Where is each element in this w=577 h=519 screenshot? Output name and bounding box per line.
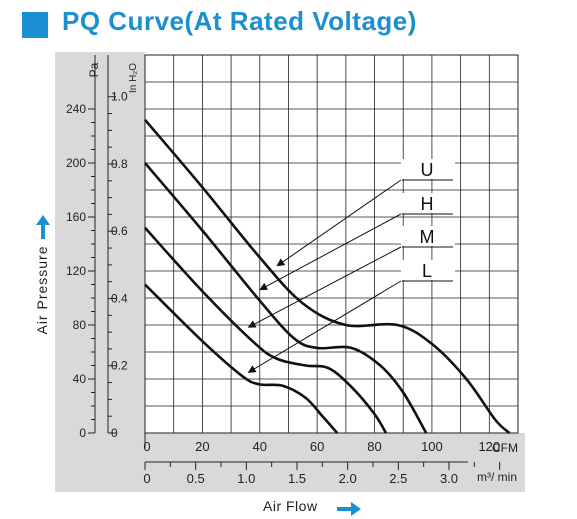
y-tick-label-inh2o: 0 <box>111 426 118 440</box>
chart-title: PQ Curve(At Rated Voltage) <box>62 6 417 36</box>
pq-curve-l <box>144 283 339 434</box>
pq-curve-h <box>144 162 428 434</box>
x-tick-label-m3min: 3.0 <box>440 471 458 486</box>
callout-box <box>401 226 455 246</box>
title-marker <box>22 12 48 38</box>
pq-curve-u <box>144 118 511 434</box>
callout-arrow-m <box>247 246 402 328</box>
y-tick-label-inh2o: 0.2 <box>111 359 128 373</box>
y-unit-inh2o: In H₂O <box>128 63 139 93</box>
y-tick-label-pa: 80 <box>73 318 87 332</box>
x-axis-title: Air Flow <box>263 498 318 514</box>
y-axis-panel <box>55 52 145 492</box>
x-tick-label-m3min: 1.0 <box>237 471 255 486</box>
x-unit-m3min: m³/ min <box>477 470 517 484</box>
callout-label-m: M <box>420 227 435 247</box>
callout-arrow-u <box>276 179 402 267</box>
x-tick-label-m3min: 2.0 <box>339 471 357 486</box>
y-tick-label-pa: 40 <box>73 372 87 386</box>
x-tick-label-cfm: 20 <box>195 439 209 454</box>
y-axis-title: Air Pressure <box>34 245 50 335</box>
x-tick-label-m3min: 2.5 <box>389 471 407 486</box>
x-tick-label-cfm: 60 <box>310 439 324 454</box>
y-tick-label-inh2o: 0.6 <box>111 224 128 238</box>
y-tick-label-pa: 160 <box>66 210 86 224</box>
x-tick-label-cfm: 40 <box>253 439 267 454</box>
callout-arrow-l <box>247 280 402 373</box>
callout-label-h: H <box>421 194 434 214</box>
callout-label-u: U <box>421 160 434 180</box>
x-unit-cfm: CFM <box>492 441 518 455</box>
callout-label-l: L <box>422 261 432 281</box>
callout-arrow-h <box>259 213 402 291</box>
y-tick-label-pa: 240 <box>66 102 86 116</box>
callout-box <box>401 193 455 213</box>
right-arrow-icon <box>337 502 361 516</box>
y-tick-label-pa: 200 <box>66 156 86 170</box>
y-tick-label-inh2o: 1.0 <box>111 90 128 104</box>
y-tick-label-pa: 120 <box>66 264 86 278</box>
y-unit-pa: Pa <box>87 62 101 77</box>
x-tick-label-cfm: 0 <box>143 439 150 454</box>
y-tick-label-pa: 0 <box>79 426 86 440</box>
x-tick-label-m3min: 1.5 <box>288 471 306 486</box>
x-tick-label-cfm: 100 <box>421 439 443 454</box>
x-tick-label-m3min: 0 <box>143 471 150 486</box>
x-tick-label-cfm: 80 <box>367 439 381 454</box>
y-tick-label-inh2o: 0.8 <box>111 157 128 171</box>
x-tick-label-cfm: 120 <box>478 439 500 454</box>
pq-curve-m <box>144 226 388 434</box>
callout-box <box>401 260 455 280</box>
callout-box <box>401 159 455 179</box>
x-tick-label-m3min: 0.5 <box>187 471 205 486</box>
up-arrow-icon <box>36 215 50 239</box>
y-tick-label-inh2o: 0.4 <box>111 291 128 305</box>
